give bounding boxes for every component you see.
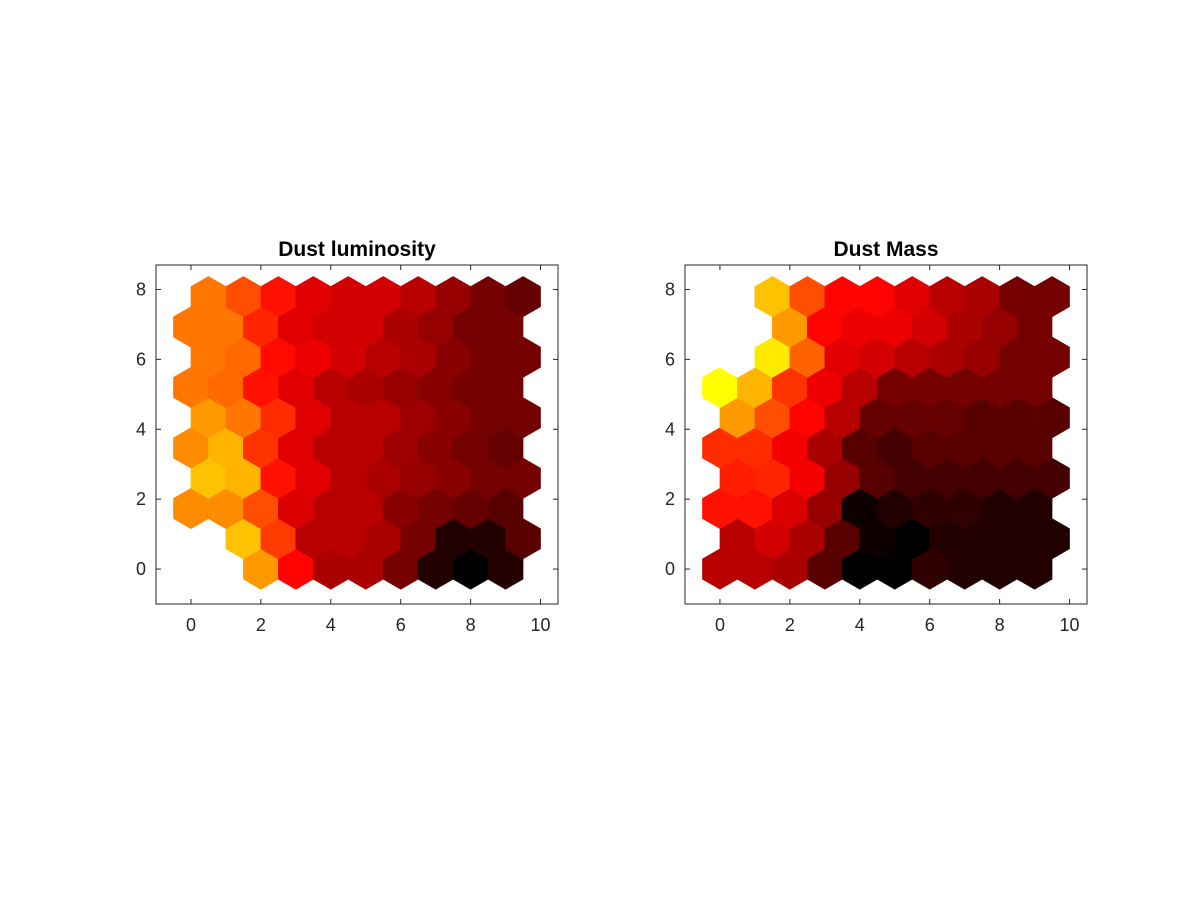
y-tick-label: 2: [136, 489, 146, 509]
x-tick-label: 6: [396, 615, 406, 635]
y-tick-label: 8: [136, 279, 146, 299]
x-tick-label: 8: [466, 615, 476, 635]
x-tick-label: 6: [925, 615, 935, 635]
y-tick-label: 0: [136, 559, 146, 579]
x-tick-label: 8: [995, 615, 1005, 635]
x-tick-label: 4: [326, 615, 336, 635]
x-tick-label: 4: [855, 615, 865, 635]
hex-cell: [1034, 276, 1070, 318]
y-tick-label: 2: [665, 489, 675, 509]
axes-box: [155, 264, 559, 605]
y-tick-label: 8: [665, 279, 675, 299]
y-tick-label: 0: [665, 559, 675, 579]
x-tick-label: 0: [186, 615, 196, 635]
hex-cells: [173, 276, 541, 590]
hex-cells: [702, 276, 1070, 590]
x-tick-label: 10: [531, 615, 551, 635]
y-tick-label: 4: [665, 419, 675, 439]
chart-dust-mass: Dust Mass 0 2 4 6 8 10 0 2 4 6 8: [665, 238, 1088, 635]
y-tick-label: 4: [136, 419, 146, 439]
y-tick-label: 6: [136, 349, 146, 369]
hex-cell: [505, 276, 541, 318]
chart-dust-luminosity: Dust luminosity 0 2 4 6 8 10 0 2 4 6 8: [136, 238, 559, 635]
axes-box: [684, 264, 1088, 605]
x-tick-label: 0: [715, 615, 725, 635]
x-tick-label: 2: [256, 615, 266, 635]
chart-title: Dust luminosity: [278, 238, 436, 261]
chart-title: Dust Mass: [833, 238, 938, 261]
y-tick-label: 6: [665, 349, 675, 369]
x-tick-label: 10: [1060, 615, 1080, 635]
x-tick-label: 2: [785, 615, 795, 635]
